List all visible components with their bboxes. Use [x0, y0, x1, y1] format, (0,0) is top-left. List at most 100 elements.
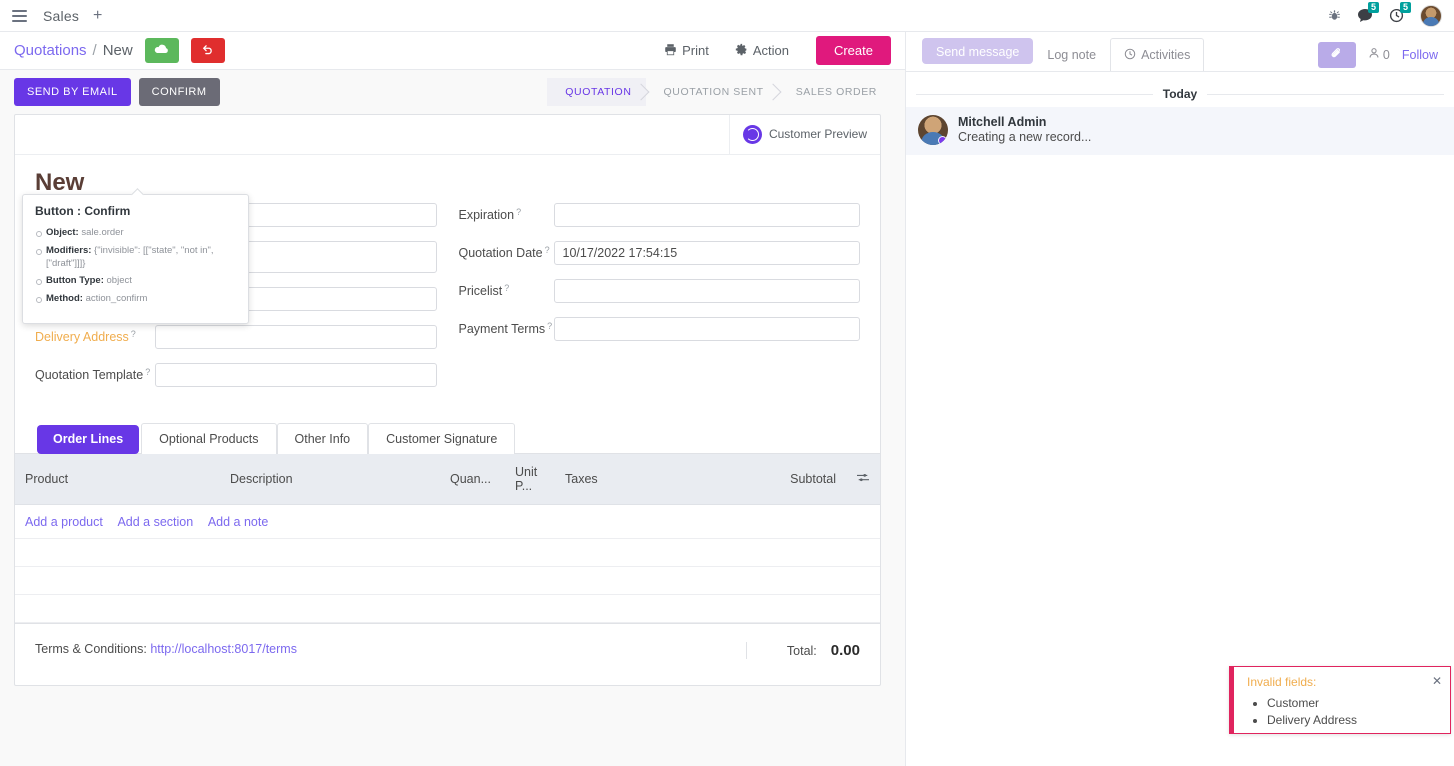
column-subtotal[interactable]: Subtotal	[746, 454, 846, 505]
field-delivery-address: Delivery Address?	[35, 325, 437, 349]
print-label: Print	[682, 43, 709, 58]
cloud-upload-icon	[154, 43, 169, 58]
day-separator: Today	[906, 86, 1454, 101]
terms-and-conditions: Terms & Conditions: http://localhost:801…	[35, 642, 297, 656]
quotation-date-input[interactable]	[553, 241, 860, 265]
breadcrumb: Quotations / New	[14, 38, 225, 63]
print-button[interactable]: Print	[651, 43, 722, 59]
field-pricelist-label: Pricelist?	[458, 283, 510, 299]
navbar-left: Sales +	[0, 6, 103, 24]
field-quotation-template-label: Quotation Template?	[35, 367, 151, 383]
table-header-row: Product Description Quan... Unit P... Ta…	[15, 454, 880, 505]
tooltip-row-modifiers: Modifiers: {"invisible": [["state", "not…	[35, 245, 236, 271]
send-by-email-button[interactable]: SEND BY EMAIL	[14, 78, 131, 106]
column-product[interactable]: Product	[15, 454, 220, 505]
message-author: Mitchell Admin	[958, 115, 1047, 129]
new-tab-button[interactable]: +	[93, 6, 103, 24]
field-quotation-date-label: Quotation Date?	[458, 245, 550, 261]
create-button[interactable]: Create	[815, 36, 891, 65]
tooltip-value: sale.order	[81, 227, 124, 238]
total-value: 0.00	[830, 642, 860, 659]
fields-column-right: Expiration? Quotation Date?	[458, 203, 860, 401]
add-a-section-link[interactable]: Add a section	[117, 515, 194, 529]
payment-terms-input[interactable]	[553, 317, 860, 341]
field-pricelist: Pricelist?	[458, 279, 860, 303]
page-body: Quotations / New	[0, 32, 1454, 766]
form-view: SEND BY EMAIL CONFIRM QUOTATION QUOTATIO…	[0, 70, 905, 686]
tooltip-key: Method:	[46, 293, 83, 305]
table-row[interactable]	[15, 566, 880, 595]
activities-button[interactable]: Activities	[1110, 38, 1205, 71]
follow-button[interactable]: Follow	[1401, 47, 1438, 62]
action-button[interactable]: Action	[722, 43, 802, 59]
tooltip-value: object	[106, 275, 132, 287]
help-icon: ?	[145, 367, 151, 377]
customer-preview-label: Customer Preview	[768, 126, 867, 141]
terms-link[interactable]: http://localhost:8017/terms	[150, 642, 297, 656]
add-a-note-link[interactable]: Add a note	[207, 515, 269, 529]
attach-button[interactable]	[1317, 41, 1356, 68]
table-row[interactable]	[15, 538, 880, 567]
column-quantity[interactable]: Quan...	[440, 454, 505, 505]
tab-other-info[interactable]: Other Info	[276, 423, 369, 454]
pricelist-input[interactable]	[553, 279, 860, 303]
printer-icon	[664, 43, 677, 59]
log-note-button[interactable]: Log note	[1033, 38, 1110, 71]
online-status-icon	[938, 136, 947, 145]
list-item: Delivery Address	[1267, 712, 1440, 729]
breadcrumb-quotations[interactable]: Quotations	[14, 42, 87, 59]
tooltip-row-button-type: Button Type: object	[35, 275, 236, 288]
expiration-input[interactable]	[553, 203, 860, 227]
order-lines-head: Product Description Quan... Unit P... Ta…	[15, 454, 880, 505]
status-quotation[interactable]: QUOTATION	[547, 78, 646, 106]
notification-items: Customer Delivery Address	[1267, 695, 1440, 730]
help-icon: ?	[130, 329, 136, 339]
day-separator-label: Today	[1152, 87, 1208, 101]
clock-icon[interactable]: 5	[1389, 2, 1412, 23]
column-options[interactable]	[846, 454, 880, 505]
tab-customer-signature[interactable]: Customer Signature	[368, 423, 516, 454]
notification-title: Invalid fields:	[1247, 675, 1317, 689]
control-panel-actions: Print Action Create	[651, 36, 891, 65]
stat-button-box: Customer Preview	[15, 115, 880, 155]
add-a-product-link[interactable]: Add a product	[25, 515, 103, 529]
confirm-button[interactable]: CONFIRM	[138, 78, 220, 106]
column-unit-price[interactable]: Unit P...	[505, 454, 555, 505]
followers-count: 0	[1382, 47, 1390, 62]
field-quotation-date: Quotation Date?	[458, 241, 860, 265]
close-icon[interactable]: ✕	[1431, 674, 1442, 688]
field-delivery-address-label: Delivery Address?	[35, 329, 136, 345]
field-payment-terms: Payment Terms?	[459, 317, 860, 341]
totals-block: Total: 0.00	[745, 642, 860, 659]
column-description[interactable]: Description	[220, 454, 440, 505]
followers-button[interactable]: 0	[1368, 47, 1390, 62]
app-name[interactable]: Sales	[43, 7, 80, 24]
tab-optional-products[interactable]: Optional Products	[141, 423, 277, 454]
discard-button[interactable]	[190, 38, 225, 63]
tab-order-lines[interactable]: Order Lines	[37, 425, 140, 454]
delivery-address-input[interactable]	[155, 325, 437, 349]
save-button[interactable]	[144, 38, 179, 63]
status-sales-order[interactable]: SALES ORDER	[795, 86, 877, 98]
tooltip-row-object: Object: sale.order	[35, 227, 236, 240]
column-options-icon[interactable]	[856, 473, 870, 487]
invalid-fields-notification: ✕ Invalid fields: Customer Delivery Addr…	[1229, 666, 1451, 734]
table-row[interactable]	[15, 594, 880, 623]
customer-preview-button[interactable]: Customer Preview	[728, 115, 880, 154]
quotation-template-input[interactable]	[155, 363, 437, 387]
status-quotation-sent[interactable]: QUOTATION SENT	[646, 78, 778, 106]
fields-grid: Customer? GST Treatment? I	[15, 199, 880, 423]
send-message-button[interactable]: Send message	[922, 38, 1034, 64]
bug-icon[interactable]	[1328, 9, 1341, 22]
messages-badge: 5	[1368, 2, 1380, 13]
avatar[interactable]	[1420, 4, 1442, 27]
message-body: Creating a new record...	[958, 130, 1092, 144]
hamburger-menu-icon[interactable]	[10, 8, 29, 24]
notebook-tabs: Order Lines Optional Products Other Info…	[15, 423, 880, 454]
top-navbar: Sales + 5 5	[0, 0, 1454, 32]
form-button-row: SEND BY EMAIL CONFIRM QUOTATION QUOTATIO…	[14, 78, 891, 112]
column-taxes[interactable]: Taxes	[555, 454, 746, 505]
globe-icon	[742, 125, 762, 144]
field-expiration-label: Expiration?	[458, 207, 522, 223]
messages-icon[interactable]: 5	[1357, 2, 1380, 23]
